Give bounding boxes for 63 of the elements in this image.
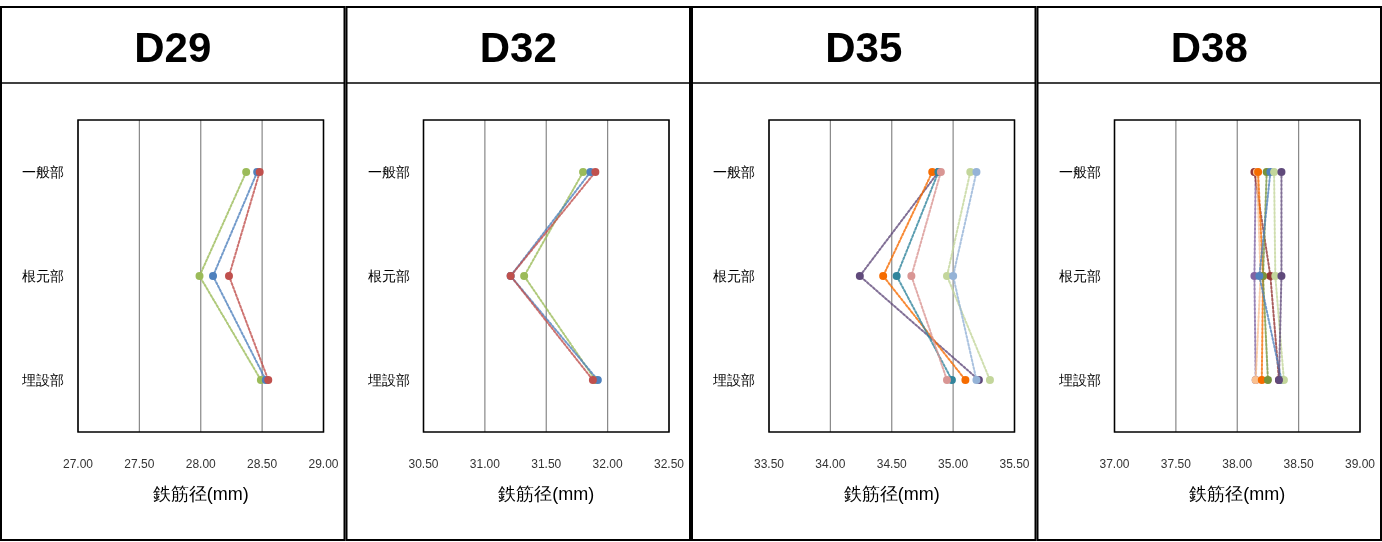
x-tick-label: 34.00 xyxy=(815,457,846,471)
point xyxy=(520,272,529,280)
y-tick-label: 根元部 xyxy=(1058,268,1101,284)
x-tick-label: 38.50 xyxy=(1283,457,1314,471)
x-tick-label: 37.00 xyxy=(1099,457,1130,471)
point xyxy=(242,168,251,176)
y-tick-label: 埋設部 xyxy=(712,372,755,388)
y-tick-label: 根元部 xyxy=(713,268,755,284)
y-tick-label: 埋設部 xyxy=(366,372,410,388)
y-tick-label: 一般部 xyxy=(367,164,410,180)
x-tick-label: 34.50 xyxy=(876,457,908,471)
point xyxy=(972,168,981,176)
point xyxy=(949,272,958,280)
x-tick-label: 27.00 xyxy=(62,457,94,471)
point xyxy=(224,272,233,280)
point xyxy=(907,272,916,280)
x-tick-label: 28.00 xyxy=(185,457,217,471)
x-tick-label: 31.00 xyxy=(469,457,501,471)
y-tick-label: 根元部 xyxy=(22,268,64,284)
point xyxy=(942,376,951,384)
point xyxy=(892,272,901,280)
point xyxy=(879,272,888,280)
point xyxy=(591,168,600,176)
point xyxy=(195,272,204,280)
x-axis-title: 鉄筋径(mm) xyxy=(152,484,249,504)
x-axis-title: 鉄筋径(mm) xyxy=(1189,484,1286,504)
x-tick-label: 31.50 xyxy=(531,457,562,471)
x-tick-label: 37.50 xyxy=(1160,457,1192,471)
point xyxy=(1270,168,1279,176)
point xyxy=(579,168,588,176)
point xyxy=(985,376,994,384)
point xyxy=(1277,168,1286,176)
x-tick-label: 38.00 xyxy=(1222,457,1253,471)
chart-title: D38 xyxy=(1170,24,1248,71)
y-tick-label: 一般部 xyxy=(713,164,755,180)
point xyxy=(966,168,975,176)
x-tick-label: 30.50 xyxy=(408,457,439,471)
x-tick-label: 35.50 xyxy=(999,457,1030,471)
point xyxy=(928,168,937,176)
y-tick-label: 根元部 xyxy=(367,268,410,284)
point xyxy=(1263,376,1272,384)
chart-title: D32 xyxy=(479,24,557,71)
x-tick-label: 29.00 xyxy=(308,457,339,471)
y-tick-label: 一般部 xyxy=(22,164,64,180)
chart-title: D29 xyxy=(134,24,212,71)
chart-title: D35 xyxy=(825,24,903,71)
point xyxy=(1271,272,1280,280)
point xyxy=(855,272,864,280)
x-tick-label: 35.00 xyxy=(938,457,969,471)
x-tick-label: 32.50 xyxy=(653,457,685,471)
x-tick-label: 27.50 xyxy=(124,457,155,471)
y-tick-label: 一般部 xyxy=(1058,164,1101,180)
y-tick-label: 埋設部 xyxy=(1057,372,1101,388)
x-tick-label: 32.00 xyxy=(592,457,623,471)
x-tick-label: 28.50 xyxy=(247,457,278,471)
x-tick-label: 33.50 xyxy=(753,457,785,471)
x-axis-title: 鉄筋径(mm) xyxy=(843,484,940,504)
x-axis-title: 鉄筋径(mm) xyxy=(498,484,595,504)
point xyxy=(961,376,970,384)
point xyxy=(1277,272,1286,280)
y-tick-label: 埋設部 xyxy=(21,372,64,388)
point xyxy=(209,272,218,280)
x-tick-label: 39.00 xyxy=(1344,457,1376,471)
